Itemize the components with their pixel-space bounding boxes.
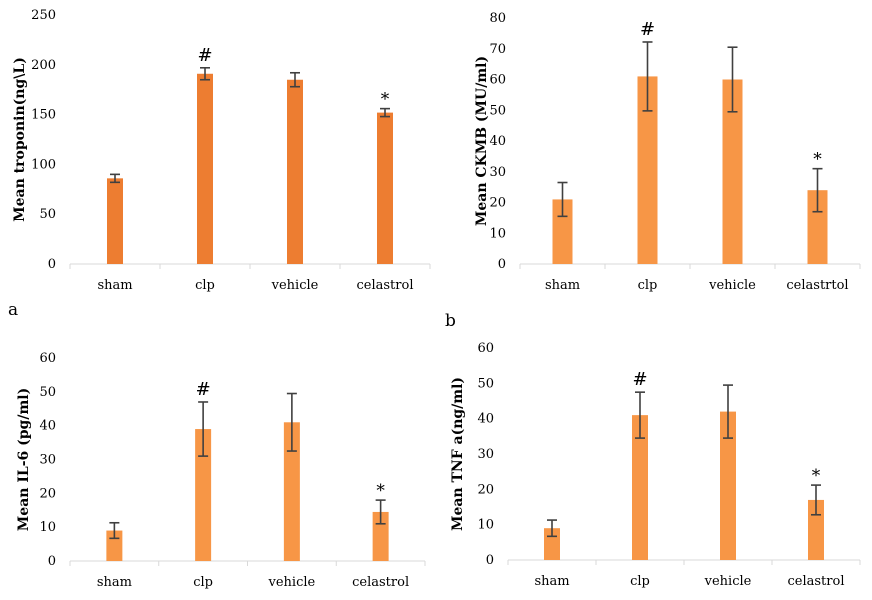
y-tick-label: 80 <box>489 11 506 26</box>
y-tick-label: 20 <box>39 486 56 501</box>
significance-hash: # <box>640 19 655 40</box>
bar <box>720 411 736 560</box>
y-tick-label: 50 <box>489 103 506 118</box>
category-label: vehicle <box>268 575 316 590</box>
panel-letter-b: b <box>445 311 456 331</box>
y-tick-label: 0 <box>486 553 494 568</box>
significance-star: * <box>813 150 822 170</box>
y-tick-label: 250 <box>31 8 56 23</box>
y-tick-label: 30 <box>489 165 506 180</box>
panel-letter-a: a <box>8 300 19 320</box>
y-tick-label: 40 <box>489 134 506 149</box>
y-tick-label: 0 <box>48 257 56 272</box>
y-tick-label: 200 <box>31 58 56 73</box>
bar <box>722 79 743 264</box>
y-tick-label: 20 <box>477 482 494 497</box>
y-tick-label: 20 <box>489 196 506 211</box>
category-label: sham <box>97 575 132 590</box>
category-label: clp <box>638 278 658 293</box>
significance-hash: # <box>632 369 647 390</box>
significance-star: * <box>376 481 385 501</box>
y-tick-label: 60 <box>489 73 506 88</box>
category-label: vehicle <box>704 574 752 589</box>
y-tick-label: 100 <box>31 157 56 172</box>
bar <box>377 112 393 264</box>
y-axis-label: Mean troponin(ng\L) <box>12 57 28 222</box>
bar <box>283 422 300 561</box>
category-label: vehicle <box>708 278 756 293</box>
y-tick-label: 40 <box>39 419 56 434</box>
y-tick-label: 60 <box>39 351 56 366</box>
category-label: sham <box>97 278 132 293</box>
y-axis-label: Mean IL-6 (pg/ml) <box>16 388 32 531</box>
bar <box>197 73 213 264</box>
category-label: vehicle <box>271 278 319 293</box>
category-label: celastrol <box>357 278 414 293</box>
y-tick-label: 10 <box>39 520 56 535</box>
bar <box>287 79 303 265</box>
y-axis-label: Mean CKMB (MU/ml) <box>474 56 490 226</box>
y-tick-label: 40 <box>477 412 494 427</box>
y-tick-label: 50 <box>39 385 56 400</box>
category-label: clp <box>630 574 650 589</box>
y-tick-label: 10 <box>489 226 506 241</box>
significance-hash: # <box>196 379 211 400</box>
y-tick-label: 150 <box>31 108 56 123</box>
y-tick-label: 30 <box>39 453 56 468</box>
bar <box>637 76 658 264</box>
y-tick-label: 10 <box>477 518 494 533</box>
y-tick-label: 0 <box>498 257 506 272</box>
significance-star: * <box>812 466 821 486</box>
y-tick-label: 50 <box>39 207 56 222</box>
y-tick-label: 50 <box>477 376 494 391</box>
bar <box>807 190 828 264</box>
y-tick-label: 70 <box>489 42 506 57</box>
bar <box>195 429 212 561</box>
y-tick-label: 0 <box>48 554 56 569</box>
y-tick-label: 30 <box>477 447 494 462</box>
category-label: clp <box>195 278 215 293</box>
category-label: celastrol <box>788 574 845 589</box>
category-label: celastrol <box>352 575 409 590</box>
category-label: celastrtol <box>786 278 848 293</box>
bar <box>107 178 123 264</box>
category-label: clp <box>193 575 213 590</box>
y-tick-label: 60 <box>477 341 494 356</box>
y-axis-label: Mean TNF a(ng/ml) <box>450 377 466 531</box>
bar <box>632 415 648 560</box>
category-label: sham <box>545 278 580 293</box>
significance-hash: # <box>197 45 212 66</box>
significance-star: * <box>381 90 390 110</box>
category-label: sham <box>534 574 569 589</box>
